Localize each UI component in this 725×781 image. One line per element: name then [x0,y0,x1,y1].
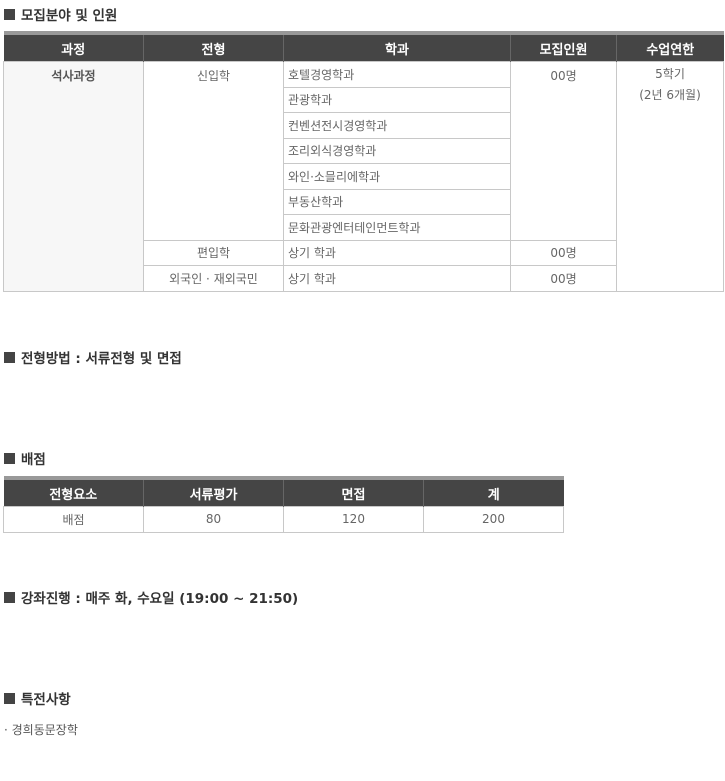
table-row: 부동산학과 [4,188,724,215]
department-cell: 컨벤션전시경영학과 [283,112,511,139]
duration-semesters: 5학기 [655,67,685,81]
section-title-score: 배점 [4,448,46,468]
header-element: 전형요소 [3,476,144,507]
department-cell: 호텔경영학과 [283,61,511,88]
department-cell: 부동산학과 [283,188,511,215]
duration-years: (2년 6개월) [639,88,701,102]
table-row: 컨벤션전시경영학과 [4,112,724,139]
type-cell: 편입학 [143,239,284,266]
section-title-benefit: 특전사항 [4,688,71,708]
section-title-method: 전형방법 : 서류전형 및 면접 [4,347,182,367]
department-cell: 관광학과 [283,86,511,113]
type-cell: 외국인 · 재외국민 [143,265,284,292]
header-count: 모집인원 [510,31,617,62]
header-interview: 면접 [283,476,424,507]
total-score-cell: 200 [423,506,564,533]
score-table: 전형요소 서류평가 면접 계 배점 80 120 200 [3,476,564,533]
section-title-text: 특전사항 [21,692,71,708]
interview-score-cell: 120 [283,506,424,533]
square-bullet-icon [4,8,15,20]
department-cell: 와인·소믈리에학과 [283,163,511,190]
table-row: 와인·소믈리에학과 [4,163,724,190]
header-course: 과정 [3,31,144,62]
department-cell: 조리외식경영학과 [283,137,511,164]
table-row: 관광학과 [4,86,724,113]
section-title-text: 모집분야 및 인원 [21,8,118,24]
table-row: 외국인 · 재외국민 상기 학과 00명 [4,265,724,292]
section-title-text: 배점 [21,452,46,468]
table-row: 문화관광엔터테인먼트학과 [4,214,724,241]
score-label-cell: 배점 [3,506,144,533]
section-title-text: 강좌진행 : 매주 화, 수요일 (19:00 ~ 21:50) [21,591,299,607]
header-total: 계 [423,476,564,507]
benefit-item: · 경희동문장학 [4,723,78,737]
square-bullet-icon [4,591,15,603]
square-bullet-icon [4,452,15,464]
table-row: 석사과정 신입학 호텔경영학과 00명 5학기 (2년 6개월) [3,61,724,292]
type-cell: 신입학 [143,61,284,241]
square-bullet-icon [4,351,15,363]
department-cell: 상기 학과 [283,239,511,266]
course-cell: 석사과정 [3,61,144,292]
duration-cell: 5학기 (2년 6개월) [616,61,724,292]
header-type: 전형 [143,31,284,62]
table-row: 배점 80 120 200 [3,506,564,533]
count-cell: 00명 [510,265,617,292]
header-duration: 수업연한 [616,31,724,62]
count-cell: 00명 [510,239,617,266]
department-cell: 상기 학과 [283,265,511,292]
count-cell: 00명 [510,61,617,241]
document-score-cell: 80 [143,506,284,533]
recruit-table: 과정 전형 학과 모집인원 수업연한 석사과정 신입학 호텔경영학과 00명 5… [3,31,724,292]
department-cell: 문화관광엔터테인먼트학과 [283,214,511,241]
table-header-row: 전형요소 서류평가 면접 계 [3,476,564,507]
table-row: 편입학 상기 학과 00명 [4,239,724,266]
section-title-lecture: 강좌진행 : 매주 화, 수요일 (19:00 ~ 21:50) [4,587,298,607]
header-department: 학과 [283,31,511,62]
header-document: 서류평가 [143,476,284,507]
square-bullet-icon [4,692,15,704]
section-title-recruit: 모집분야 및 인원 [4,4,117,24]
section-title-text: 전형방법 : 서류전형 및 면접 [21,351,182,367]
table-header-row: 과정 전형 학과 모집인원 수업연한 [3,31,724,62]
